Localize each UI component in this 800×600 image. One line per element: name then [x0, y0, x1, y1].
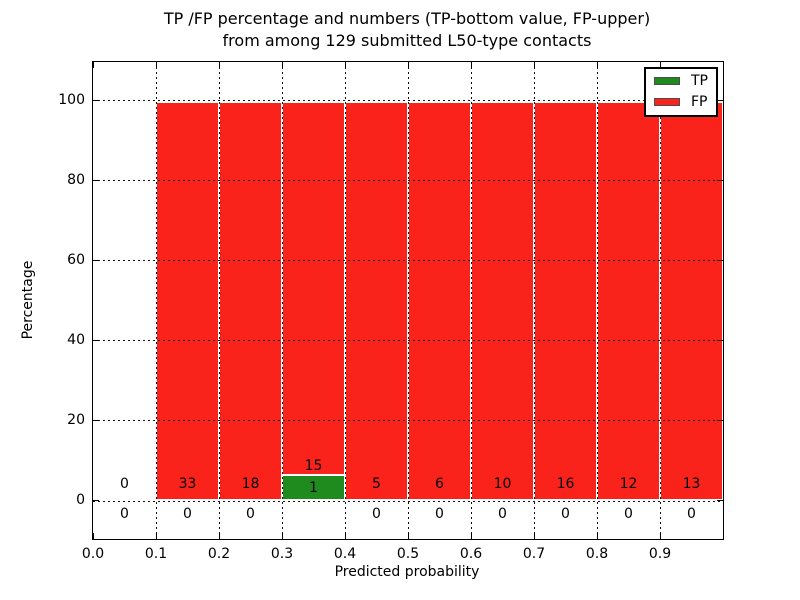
fp-bar: [471, 102, 534, 500]
x-tick: [282, 533, 283, 539]
fp-bar: [408, 102, 471, 500]
y-tick-label: 20: [67, 412, 85, 428]
x-tick-top: [660, 62, 661, 68]
x-tick-label: 0.6: [459, 546, 483, 562]
x-gridline: [345, 62, 346, 539]
x-tick-top: [471, 62, 472, 68]
plot-area: TP FP 0 20 40 60 80 100 0.0 0.1 0.2 0.3 0.4 0.5 0.6 0…: [58, 61, 724, 562]
y-tick-label: 60: [67, 252, 85, 268]
y-tick: [93, 420, 99, 421]
fp-bar: [597, 102, 660, 500]
x-tick-top: [408, 62, 409, 68]
x-tick-label: 0.1: [144, 546, 168, 562]
tp-count-label: 0: [498, 506, 507, 522]
x-tick-label: 0.3: [270, 546, 294, 562]
y-tick: [93, 260, 99, 261]
x-tick-top: [93, 62, 94, 68]
y-tick: [93, 180, 99, 181]
x-tick: [408, 533, 409, 539]
y-tick-right: [717, 500, 723, 501]
fp-count-label: 5: [372, 476, 381, 492]
legend-row-tp: TP: [646, 71, 716, 91]
x-tick-top: [597, 62, 598, 68]
tp-count-label: 1: [309, 480, 318, 496]
x-tick-label: 0.2: [207, 546, 231, 562]
x-tick: [93, 533, 94, 539]
y-tick-right: [717, 180, 723, 181]
tp-legend-swatch: [654, 77, 680, 85]
x-gridline: [156, 62, 157, 539]
fp-bar: [219, 102, 282, 500]
tp-count-label: 0: [246, 506, 255, 522]
legend-row-fp: FP: [646, 92, 716, 112]
y-tick-right: [717, 260, 723, 261]
fp-count-label: 15: [304, 458, 323, 474]
fp-count-label: 0: [120, 476, 129, 492]
x-tick-top: [282, 62, 283, 68]
x-tick-label: 0.8: [585, 546, 609, 562]
x-gridline: [471, 62, 472, 539]
fp-count-label: 13: [682, 476, 701, 492]
y-tick-right: [717, 100, 723, 101]
y-tick-label: 100: [58, 92, 85, 108]
fp-bar: [660, 102, 723, 500]
x-tick-label: 0.7: [522, 546, 546, 562]
x-gridline: [534, 62, 535, 539]
x-tick-top: [156, 62, 157, 68]
x-gridline: [219, 62, 220, 539]
x-gridline: [660, 62, 661, 539]
tp-legend-label: TP: [691, 73, 708, 89]
x-gridline: [597, 62, 598, 539]
y-tick: [93, 100, 99, 101]
tp-count-label: 0: [624, 506, 633, 522]
tp-count-label: 0: [687, 506, 696, 522]
y-tick: [93, 500, 99, 501]
x-axis-label: Predicted probability: [334, 564, 480, 580]
fp-count-label: 16: [556, 476, 575, 492]
legend: TP FP: [644, 67, 718, 117]
fp-count-label: 10: [493, 476, 512, 492]
x-tick: [156, 533, 157, 539]
fp-count-label: 33: [178, 476, 197, 492]
tp-count-label: 0: [561, 506, 570, 522]
tp-bar: [282, 475, 345, 500]
tp-count-label: 0: [435, 506, 444, 522]
fp-legend-swatch: [654, 98, 680, 106]
x-gridline: [282, 62, 283, 539]
x-tick-label: 0.5: [396, 546, 420, 562]
chart-title: TP /FP percentage and numbers (TP-bottom…: [163, 9, 651, 50]
x-tick: [345, 533, 346, 539]
fp-count-label: 12: [619, 476, 638, 492]
x-tick: [534, 533, 535, 539]
x-tick: [660, 533, 661, 539]
tp-count-label: 0: [120, 506, 129, 522]
y-tick-label: 40: [67, 332, 85, 348]
y-tick-label: 80: [67, 172, 85, 188]
fp-legend-label: FP: [691, 94, 708, 110]
x-tick: [219, 533, 220, 539]
y-tick-right: [717, 420, 723, 421]
x-tick-top: [534, 62, 535, 68]
x-tick: [597, 533, 598, 539]
fp-bar: [345, 102, 408, 500]
fp-bar: [534, 102, 597, 500]
fp-bar: [156, 102, 219, 500]
fp-count-label: 6: [435, 476, 444, 492]
x-tick-label: 0.9: [648, 546, 672, 562]
x-tick-label: 0.0: [81, 546, 105, 562]
x-tick-top: [219, 62, 220, 68]
y-tick-right: [717, 340, 723, 341]
x-tick: [471, 533, 472, 539]
x-tick-label: 0.4: [333, 546, 357, 562]
fp-bar: [282, 102, 345, 475]
x-tick-top: [345, 62, 346, 68]
x-gridline: [408, 62, 409, 539]
tp-count-label: 0: [372, 506, 381, 522]
y-tick-label: 0: [76, 492, 85, 508]
y-axis-label: Percentage: [20, 260, 36, 340]
tp-count-label: 0: [183, 506, 192, 522]
y-tick: [93, 340, 99, 341]
fp-count-label: 18: [241, 476, 260, 492]
